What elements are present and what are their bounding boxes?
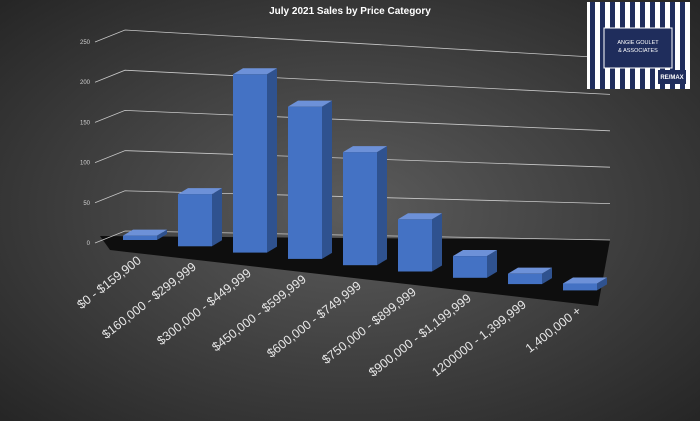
bar-top xyxy=(288,100,332,107)
bar-side xyxy=(322,100,332,259)
bar-top xyxy=(508,267,552,274)
bar xyxy=(288,106,322,259)
grid-line xyxy=(94,150,611,168)
bar xyxy=(343,152,377,266)
bar xyxy=(178,194,212,247)
bar-side xyxy=(542,267,552,285)
grid-line xyxy=(94,29,611,59)
logo-box xyxy=(603,27,673,69)
logo-brand: RE/MAX xyxy=(660,75,683,81)
bar xyxy=(508,273,542,285)
bar-side xyxy=(157,229,167,240)
grid-line xyxy=(94,109,611,132)
y-tick-label: 150 xyxy=(80,120,91,126)
bar-top xyxy=(398,213,442,220)
bar-side xyxy=(212,188,222,247)
bar xyxy=(398,219,432,272)
bar-side xyxy=(597,277,607,291)
y-tick-label: 50 xyxy=(83,201,90,207)
bar-top xyxy=(178,188,222,195)
bar-top xyxy=(343,146,387,153)
bar xyxy=(123,235,157,240)
bar-side xyxy=(487,250,497,278)
chart-title: July 2021 Sales by Price Category xyxy=(269,6,431,17)
bar-side xyxy=(377,146,387,266)
bar-side xyxy=(432,213,442,272)
grid-line xyxy=(94,230,611,244)
bar-top xyxy=(563,277,607,284)
logo: ANGIE GOULET & ASSOCIATES RE/MAX xyxy=(587,2,690,89)
y-tick-label: 100 xyxy=(80,161,91,167)
bar-top xyxy=(453,250,497,257)
bars: $0 - $159,900$160,000 - $299,999$300,000… xyxy=(74,68,607,380)
bar xyxy=(563,283,597,291)
brand-box xyxy=(658,70,686,84)
bar-side xyxy=(267,68,277,253)
bar xyxy=(453,256,487,278)
bar-top xyxy=(123,229,167,236)
grid: 0 50 100 150 200 250 xyxy=(80,29,611,247)
y-tick-label: 250 xyxy=(80,40,91,46)
y-tick-label: 0 xyxy=(87,241,91,247)
y-tick-label: 200 xyxy=(80,80,91,86)
bar-top xyxy=(233,68,277,75)
bar xyxy=(233,74,267,253)
grid-line xyxy=(94,69,611,95)
logo-name: ANGIE GOULET & ASSOCIATES xyxy=(617,40,659,54)
grid-line xyxy=(94,190,611,204)
